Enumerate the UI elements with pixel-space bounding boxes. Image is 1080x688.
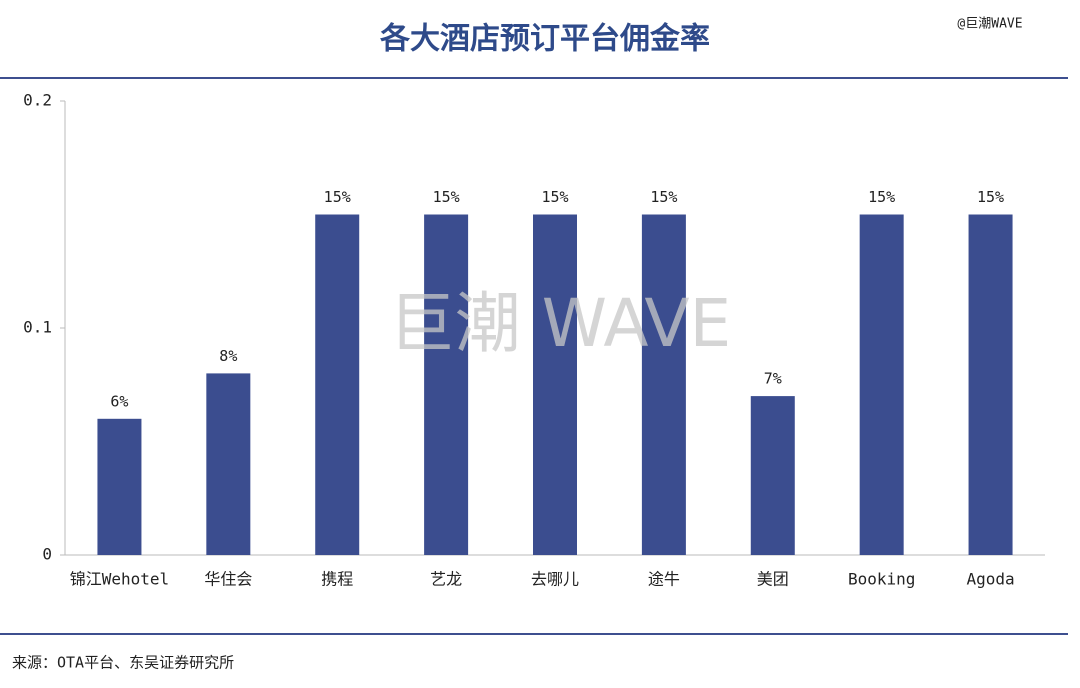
x-tick-label: 美团 xyxy=(757,570,789,589)
x-tick-label: Booking xyxy=(848,570,915,589)
y-tick-label: 0.1 xyxy=(23,318,52,337)
value-label: 15% xyxy=(324,188,351,206)
value-label: 15% xyxy=(650,188,677,206)
source: 来源：OTA平台、东吴证券研究所 xyxy=(12,654,234,672)
x-tick-label: Agoda xyxy=(966,570,1014,589)
x-tick-label: 华住会 xyxy=(204,570,252,589)
brand: @巨潮WAVE xyxy=(957,17,1022,32)
x-tick-label: 锦江Wehotel xyxy=(70,570,169,589)
value-label: 15% xyxy=(541,188,568,206)
bar xyxy=(424,214,469,555)
bar xyxy=(859,214,904,555)
watermark: 巨潮 WAVE xyxy=(389,285,731,362)
chart-title: 各大酒店预订平台佣金率 xyxy=(379,22,710,57)
value-label: 7% xyxy=(764,370,782,388)
value-label: 8% xyxy=(219,347,237,365)
value-label: 15% xyxy=(868,188,895,206)
bar xyxy=(641,214,686,555)
bar xyxy=(315,214,360,555)
bar xyxy=(968,214,1013,555)
x-tick-label: 艺龙 xyxy=(430,570,462,589)
bar xyxy=(206,373,251,555)
value-label: 6% xyxy=(110,392,128,410)
y-tick-label: 0.2 xyxy=(23,91,52,110)
x-tick-label: 途牛 xyxy=(648,570,680,589)
value-label: 15% xyxy=(433,188,460,206)
bar xyxy=(97,418,142,555)
bar xyxy=(750,396,795,555)
y-tick-label: 0 xyxy=(42,545,52,564)
value-label: 15% xyxy=(977,188,1004,206)
bar xyxy=(533,214,577,555)
x-tick-label: 去哪儿 xyxy=(531,570,579,589)
x-tick-label: 携程 xyxy=(321,570,353,589)
